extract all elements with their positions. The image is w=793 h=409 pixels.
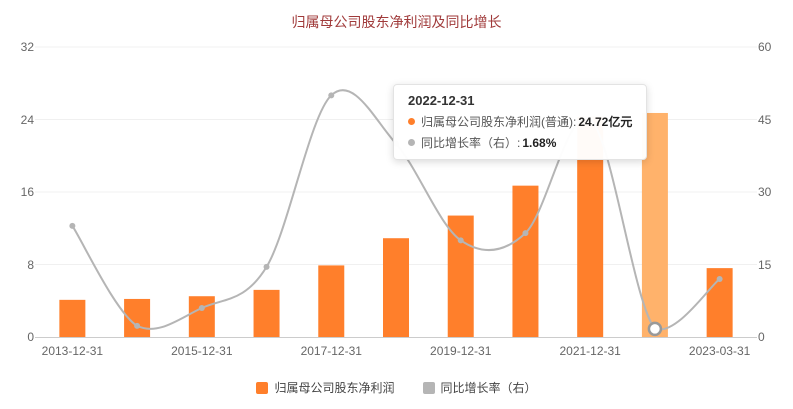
x-axis-label: 2021-12-31 — [559, 344, 621, 358]
growth-point-2023-03-31[interactable] — [716, 276, 723, 282]
bar-2013-12-31[interactable] — [59, 299, 86, 337]
profit-series-dot-icon — [408, 118, 415, 125]
x-axis-label: 2013-12-31 — [41, 344, 104, 358]
tooltip-growth-value: 1.68% — [522, 135, 557, 150]
tooltip-row-growth: 同比增长率（右）: 1.68% — [408, 134, 632, 151]
bar-2019-12-31[interactable] — [447, 215, 474, 337]
chart-title: 归属母公司股东净利润及同比增长 — [291, 14, 502, 30]
bar-2017-12-31[interactable] — [318, 265, 345, 337]
bar-2018-12-31[interactable] — [383, 238, 409, 337]
profit-legend-label: 归属母公司股东净利润 — [274, 381, 395, 395]
tooltip: 2022-12-31 归属母公司股东净利润(普通): 24.72亿元 同比增长率… — [393, 84, 648, 160]
bar-2016-12-31[interactable] — [253, 289, 280, 337]
y-axis-right-label: 0 — [758, 330, 765, 344]
growth-point-2015-12-31[interactable] — [198, 305, 205, 311]
x-axis-label: 2015-12-31 — [171, 344, 233, 358]
growth-legend-label: 同比增长率（右） — [440, 381, 537, 395]
y-axis-left-label: 8 — [27, 257, 34, 272]
growth-point-2014-12-31[interactable] — [134, 322, 141, 329]
tooltip-profit-value: 24.72亿元 — [578, 115, 633, 129]
tooltip-profit-label: 归属母公司股东净利润(普通): — [421, 115, 577, 129]
growth-point-2013-12-31[interactable] — [69, 222, 76, 229]
y-axis-left-label: 0 — [27, 330, 34, 344]
growth-point-2017-12-31[interactable] — [328, 92, 335, 99]
y-axis-right-label: 45 — [758, 112, 772, 127]
x-axis-label: 2019-12-31 — [430, 344, 492, 358]
y-axis-right-label: 60 — [758, 40, 772, 54]
profit-legend-marker-icon — [256, 381, 269, 394]
tooltip-date: 2022-12-31 — [408, 93, 475, 108]
y-axis-right-label: 30 — [758, 185, 772, 199]
x-axis-label: 2023-03-31 — [688, 344, 751, 358]
growth-point-2020-12-31[interactable] — [522, 230, 529, 237]
bar-2015-12-31[interactable] — [188, 296, 215, 337]
y-axis-left-label: 32 — [20, 40, 34, 54]
growth-point-2016-12-31[interactable] — [263, 263, 270, 270]
y-axis-left-label: 16 — [20, 185, 34, 199]
y-axis-right-label: 15 — [758, 257, 772, 272]
x-axis-label: 2017-12-31 — [300, 344, 362, 358]
tooltip-growth-label: 同比增长率（右）: — [421, 136, 521, 150]
growth-point-highlight-2022-12-31[interactable] — [647, 321, 663, 337]
legend-item-profit[interactable]: 归属母公司股东净利润 — [256, 379, 395, 396]
growth-legend-marker-icon — [422, 381, 435, 394]
growth-point-2019-12-31[interactable] — [457, 237, 464, 244]
tooltip-row-profit: 归属母公司股东净利润(普通): 24.72亿元 — [408, 113, 632, 130]
legend: 归属母公司股东净利润 同比增长率（右） — [0, 379, 793, 396]
legend-item-growth[interactable]: 同比增长率（右） — [422, 379, 537, 396]
y-axis-left-label: 24 — [20, 112, 34, 127]
bar-2020-12-31[interactable] — [512, 185, 539, 337]
growth-series-dot-icon — [408, 139, 415, 146]
